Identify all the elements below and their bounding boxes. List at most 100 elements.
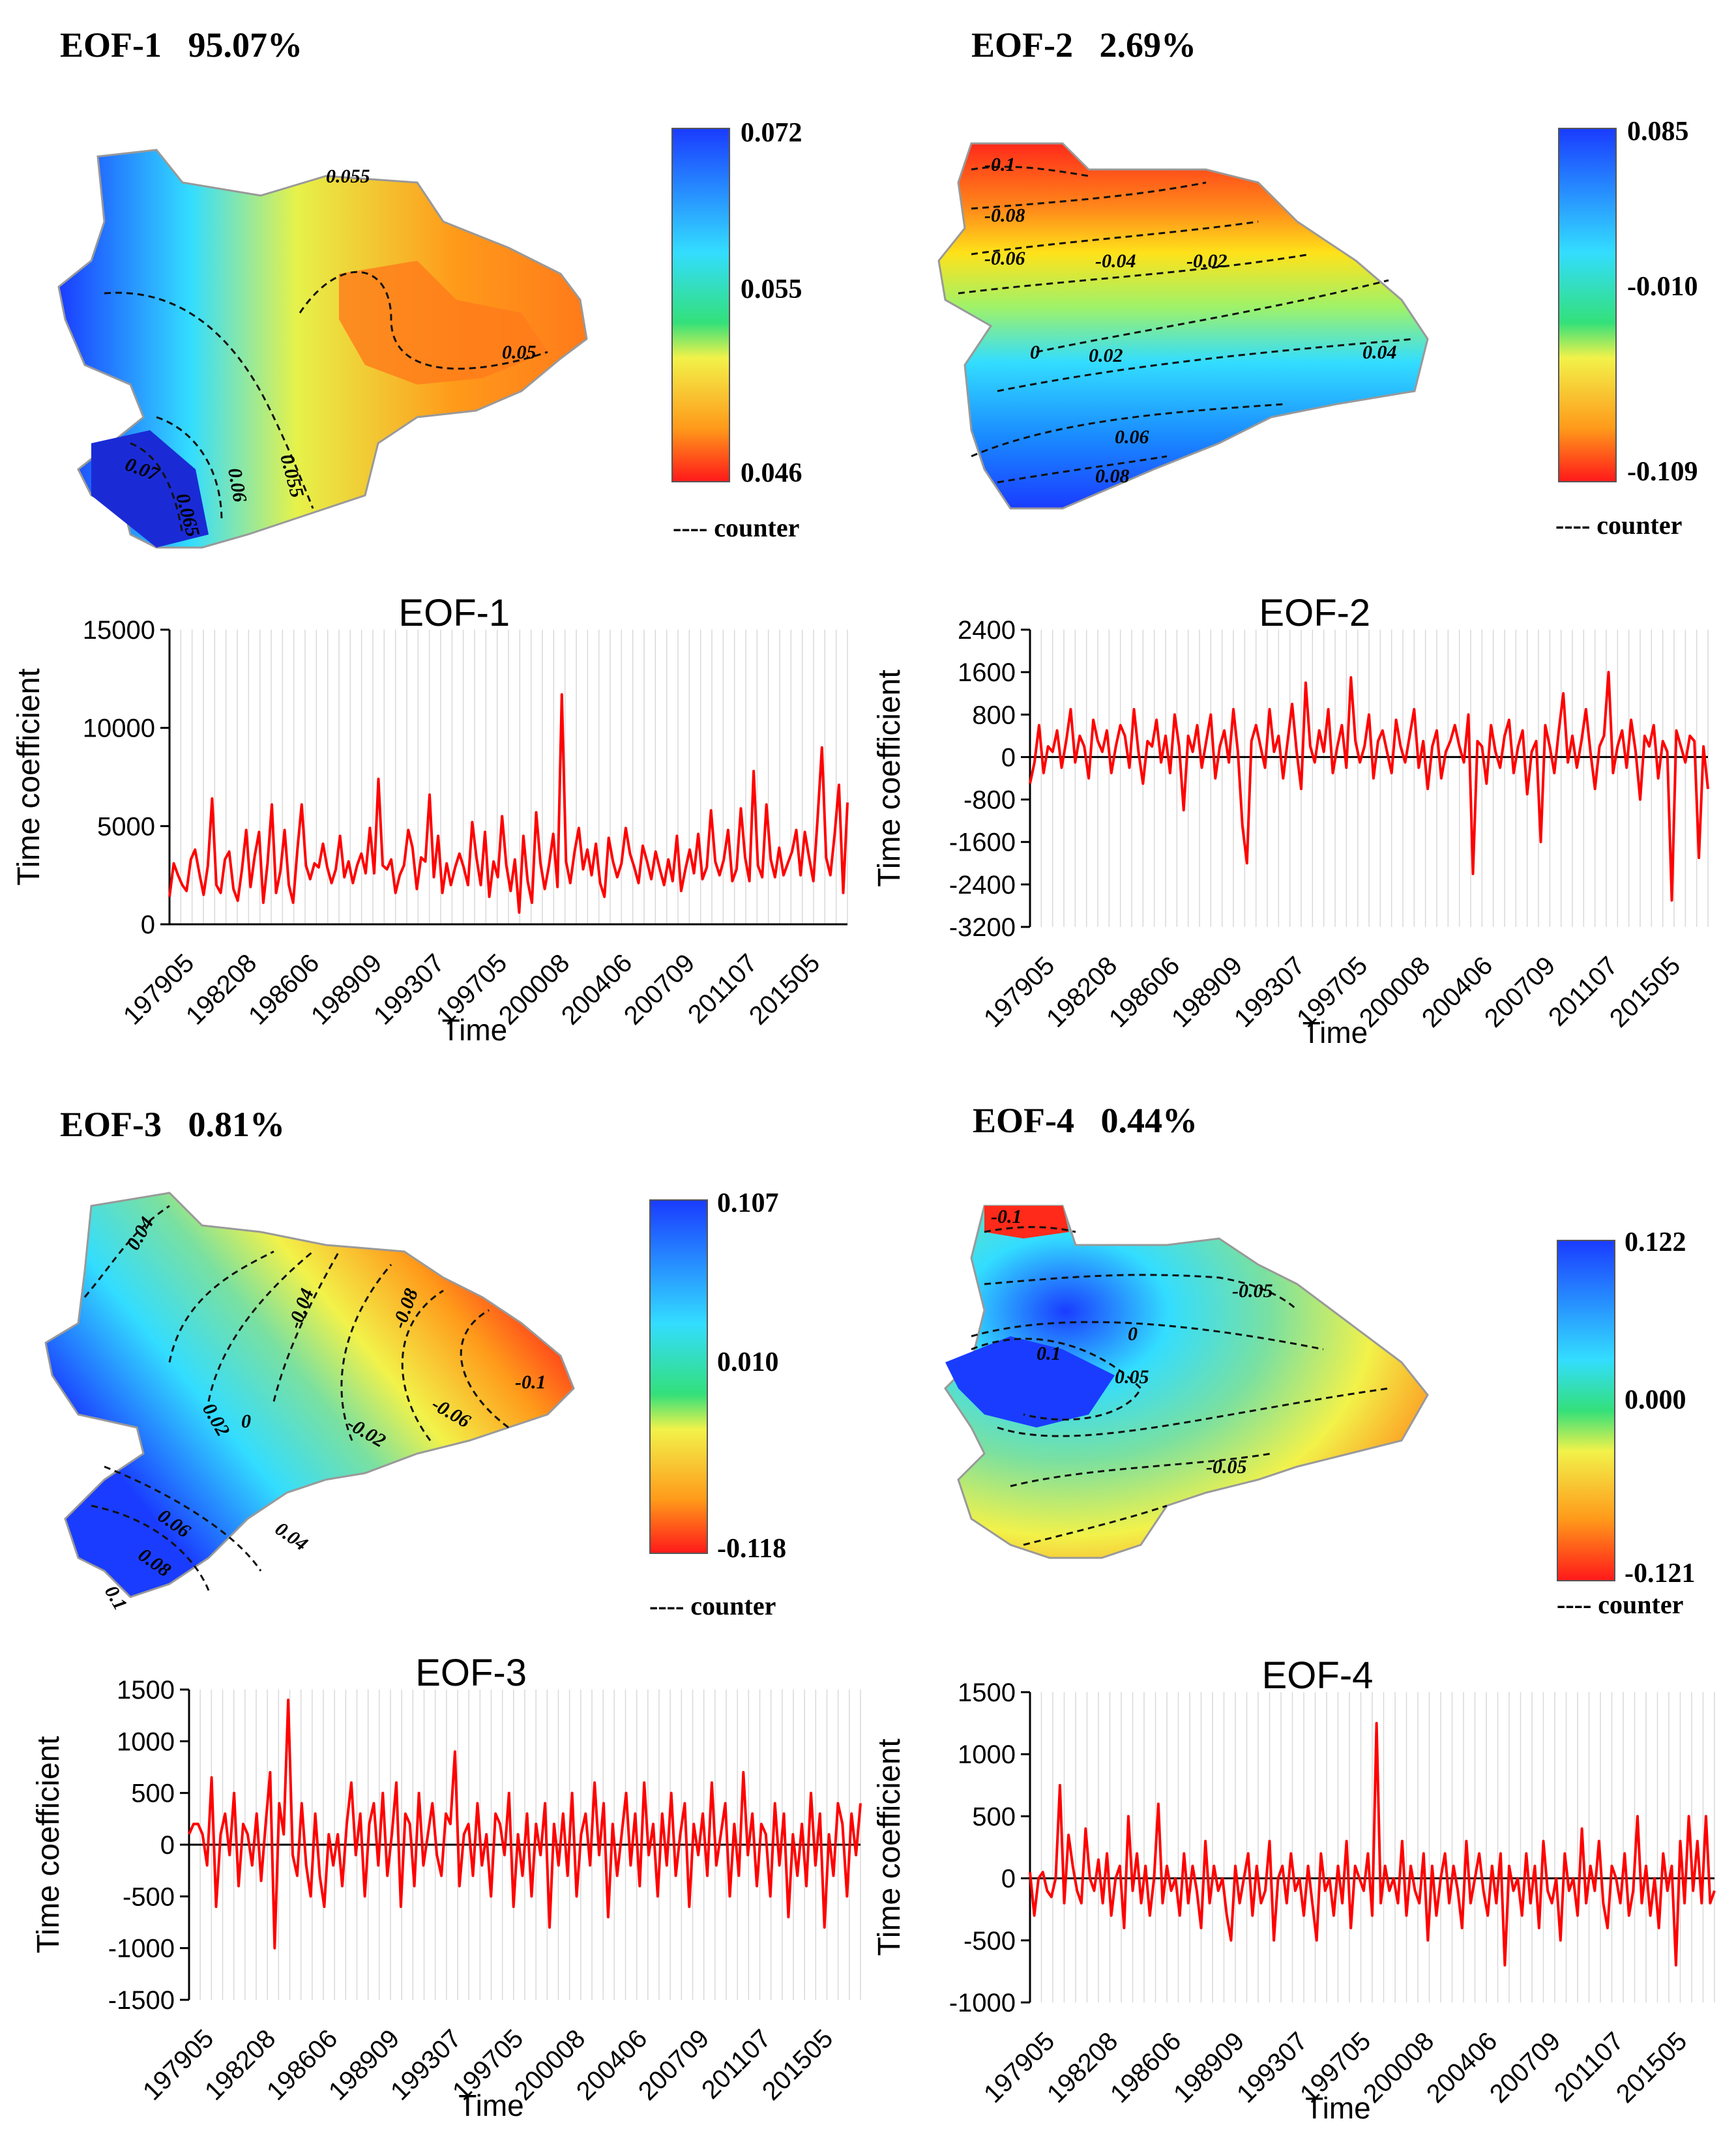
eof1-x-tick-label: 201505 (744, 948, 826, 1031)
eof4-legend: ---- counter (1557, 1590, 1684, 1619)
eof2-series-line (1029, 671, 1709, 902)
eof3-contour-label: 0 (241, 1411, 251, 1432)
eof3-time-series-chart: EOF-3-1500-1000-500050010001500197905198… (31, 1652, 862, 2122)
eof3-series-line (188, 1698, 862, 1950)
eof2-contour-label: -0.06 (984, 248, 1025, 269)
eof2-chart-title: EOF-2 (1259, 592, 1370, 634)
eof1-x-tick-label: 200709 (619, 948, 701, 1031)
eof3-colorbar-min: -0.118 (717, 1534, 787, 1564)
eof3-colorbar (649, 1199, 708, 1554)
eof2-colorbar-max: 0.085 (1627, 117, 1689, 147)
eof2-contour-label: -0.04 (1095, 250, 1136, 272)
eof2-map-title: EOF-2 2.69% (971, 25, 1196, 65)
eof2-x-tick-label: 198909 (1166, 951, 1248, 1033)
eof1-colorbar-min: 0.046 (741, 458, 802, 488)
eof3-x-axis-label: Time (458, 2088, 524, 2122)
eof2-y-tick-label: -2400 (949, 871, 1016, 900)
eof4-series-line (1029, 1721, 1716, 1967)
eof2-contour-label: 0.08 (1095, 465, 1130, 487)
eof3-y-tick-label: -500 (123, 1882, 175, 1911)
eof3-x-tick-label: 200709 (633, 2024, 715, 2106)
eof1-x-tick-label: 200406 (556, 948, 638, 1031)
eof4-map: -0.1 -0.05 0 0.1 0.05 -0.05 (944, 1205, 1429, 1559)
eof2-colorbar (1558, 128, 1617, 482)
eof2-x-axis-label: Time (1302, 1016, 1368, 1049)
eof1-y-tick-label: 5000 (97, 812, 155, 841)
eof4-x-tick-label: 198208 (1042, 2027, 1124, 2109)
eof2-x-tick-label: 201505 (1604, 951, 1686, 1033)
eof1-colorbar (671, 128, 730, 482)
eof2-time-series-chart: EOF-2 -3200 -2400 -1600 -800 0 800 1600 2400 1979… (872, 592, 1709, 1049)
eof1-region-shape (57, 149, 588, 549)
eof4-contour-label: -0.05 (1232, 1280, 1273, 1302)
eof2-contour-label: 0.02 (1089, 345, 1123, 366)
eof1-chart-title: EOF-1 (398, 592, 510, 634)
eof4-map-title: EOF-4 0.44% (973, 1101, 1198, 1140)
eof1-series-line (168, 693, 849, 914)
eof4-x-tick-label: 198606 (1105, 2027, 1187, 2109)
eof2-x-tick-label: 199307 (1229, 951, 1311, 1033)
eof3-map-panel: EOF-3 0.81% 0.04 0.02 0 -0.04 -0.08 -0.0… (0, 1076, 867, 1636)
eof1-x-tick-label: 197905 (118, 948, 200, 1031)
eof4-x-axis-label: Time (1305, 2091, 1371, 2125)
eof2-y-axis-label: Time coefficient (872, 669, 907, 886)
eof3-colorbar-max: 0.107 (717, 1188, 779, 1218)
eof2-map-panel: EOF-2 2.69% -0.1 -0.08 -0.06 -0.04 -0.02… (867, 0, 1736, 548)
eof2-contour-label: 0 (1030, 342, 1040, 363)
eof3-y-tick-label: -1500 (108, 1986, 175, 2015)
eof2-contour-label: -0.1 (984, 154, 1016, 175)
eof1-y-tick-label: 10000 (83, 714, 155, 743)
eof2-colorbar-min: -0.109 (1627, 457, 1698, 487)
eof4-contour-label: 0 (1128, 1323, 1138, 1345)
eof1-map-title: EOF-1 95.07% (60, 25, 302, 65)
eof1-colorbar-mid: 0.055 (741, 274, 802, 304)
eof4-x-tick-label: 200709 (1484, 2027, 1567, 2109)
eof2-contour-label: 0.04 (1362, 342, 1397, 363)
eof2-y-tick-label: 2400 (958, 616, 1016, 645)
eof2-colorbar-mid: -0.010 (1627, 272, 1698, 302)
eof3-y-tick-label: 500 (131, 1780, 175, 1808)
eof2-y-tick-label: 0 (1001, 743, 1016, 772)
eof4-contour-label: -0.1 (991, 1206, 1022, 1227)
eof1-contour-label: 0.055 (326, 166, 370, 187)
eof4-contour-label: -0.05 (1206, 1456, 1247, 1478)
eof1-time-series-chart: EOF-105000100001500019790519820819860619… (12, 592, 849, 1047)
eof3-map: 0.04 0.02 0 -0.04 -0.08 -0.02 -0.06 -0.1… (44, 1192, 575, 1614)
eof2-y-tick-label: -800 (964, 786, 1016, 815)
eof3-x-tick-label: 201505 (757, 2024, 839, 2106)
eof1-hotspot (339, 261, 548, 385)
eof4-map-panel: EOF-4 0.44% -0.1 -0.05 0 0.1 0.05 -0.05 … (867, 1076, 1736, 1636)
eof2-y-tick-label: -1600 (949, 828, 1016, 857)
eof4-y-tick-label: 1000 (958, 1740, 1016, 1769)
eof1-x-tick-label: 199307 (368, 948, 450, 1031)
eof4-y-tick-label: -1000 (949, 1989, 1016, 2017)
eof2-map: -0.1 -0.08 -0.06 -0.04 -0.02 0 0.02 0.04… (937, 142, 1429, 510)
eof4-x-tick-label: 201505 (1611, 2027, 1693, 2109)
eof1-y-axis-label: Time coefficient (12, 668, 46, 885)
eof1-contour-label: 0.05 (502, 342, 537, 363)
eof4-y-tick-label: 1500 (958, 1678, 1016, 1707)
eof3-contour-label: -0.1 (515, 1371, 546, 1393)
eof4-blue-core (945, 1336, 1115, 1428)
eof3-contour-label: 0.04 (271, 1518, 312, 1555)
eof1-x-tick-label: 198208 (181, 948, 263, 1031)
eof4-y-axis-label: Time coefficient (872, 1738, 907, 1955)
eof4-colorbar-min: -0.121 (1625, 1559, 1696, 1589)
eof1-x-tick-label: 198909 (306, 948, 388, 1031)
eof3-map-title: EOF-3 0.81% (60, 1105, 285, 1144)
eof4-time-series-chart: EOF-4-1000-50005001000150019790519820819… (872, 1654, 1716, 2125)
eof1-legend: ---- counter (673, 513, 800, 542)
eof4-chart-title: EOF-4 (1262, 1654, 1374, 1697)
eof3-y-tick-label: 1000 (117, 1727, 175, 1756)
eof3-region-shape (44, 1192, 575, 1598)
eof4-contour-label: 0.05 (1115, 1366, 1149, 1388)
eof4-colorbar-max: 0.122 (1625, 1227, 1686, 1257)
eof1-colorbar-max: 0.072 (741, 118, 802, 148)
eof4-x-tick-label: 199307 (1231, 2027, 1314, 2109)
eof1-y-tick-label: 0 (141, 911, 155, 939)
eof3-y-tick-label: 1500 (117, 1676, 175, 1705)
eof2-x-tick-label: 197905 (978, 951, 1061, 1033)
eof2-contour-label: 0.06 (1115, 426, 1149, 448)
eof3-y-tick-label: -1000 (108, 1935, 175, 1963)
eof4-region-shape (944, 1205, 1429, 1559)
